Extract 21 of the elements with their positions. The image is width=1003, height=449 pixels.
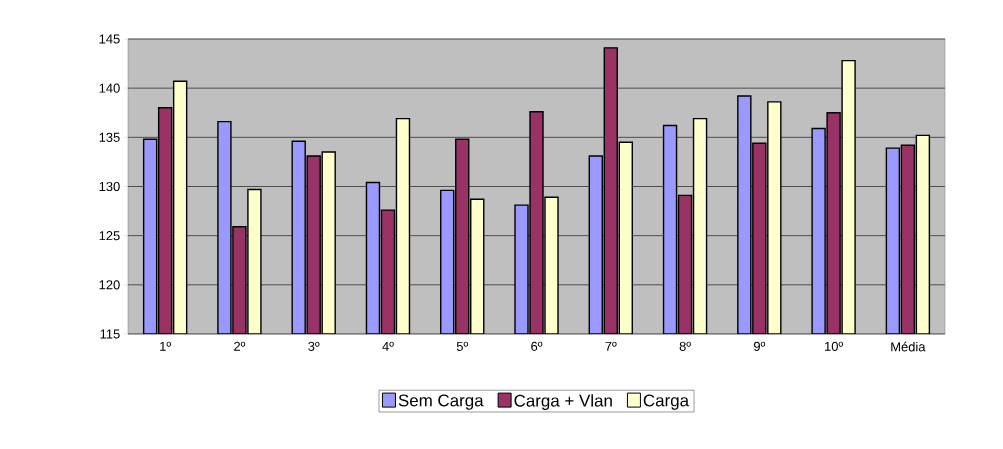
x-tick-label: 6º [531, 341, 543, 351]
legend-label: Carga [643, 394, 690, 410]
y-tick-label: 120 [99, 280, 120, 290]
x-tick-label: 2º [234, 341, 246, 351]
y-tick-label: 140 [99, 83, 120, 93]
x-tick-label: 8º [679, 341, 691, 351]
y-tick-label: 145 [99, 34, 120, 44]
legend-label: Carga + Vlan [514, 394, 612, 411]
y-tick-label: 135 [99, 132, 120, 142]
x-tick-label: 1º [160, 341, 171, 351]
x-tick-label: 4º [382, 341, 394, 351]
x-tick-label: 5º [456, 341, 469, 351]
x-tick-label: 3º [308, 341, 320, 351]
x-tick-label: Média [891, 341, 926, 352]
y-tick-label: 130 [99, 181, 120, 192]
x-tick-label: 7º [605, 341, 617, 351]
x-tick-label: 9º [753, 341, 766, 351]
legend-label: Sem Carga [398, 394, 484, 410]
x-tick-label: 10º [825, 341, 844, 351]
y-tick-label: 115 [100, 329, 120, 339]
y-tick-label: 125 [99, 231, 120, 241]
